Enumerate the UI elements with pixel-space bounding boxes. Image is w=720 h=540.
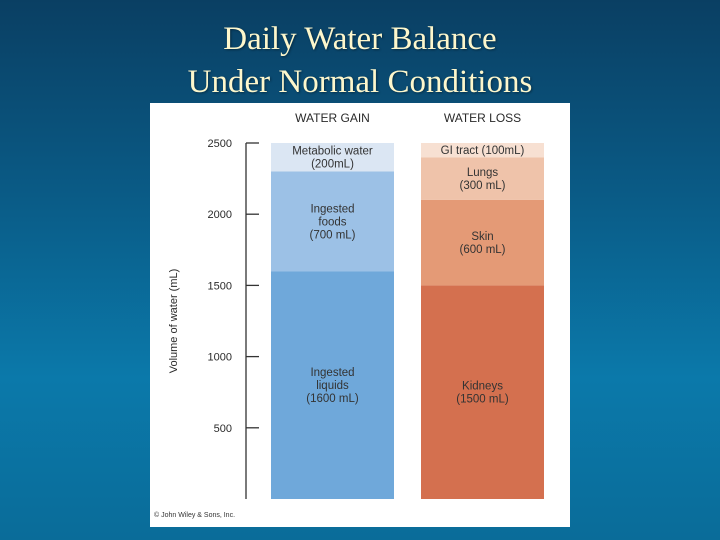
segment-label: Skin (600 mL)	[459, 231, 505, 256]
segment-label: GI tract (100mL)	[441, 145, 525, 157]
segment-label: Lungs (300 mL)	[459, 167, 505, 192]
y-tick-label: 1500	[208, 280, 232, 292]
column-header: WATER LOSS	[444, 111, 521, 125]
segment-label-line: Lungs	[467, 167, 499, 179]
stack-segment	[421, 285, 544, 499]
segment-label-line: Kidneys	[462, 381, 503, 393]
stack-segment	[271, 143, 394, 172]
water-balance-chart: 500 1000 1500 2000 2500 Volume of water (mL) W…	[154, 111, 544, 519]
segment-label: Ingested liquids (1600 mL)	[306, 367, 359, 405]
water-balance-figure: 500 1000 1500 2000 2500 Volume of water (mL) W…	[150, 103, 570, 527]
segment-label-line: GI tract (100mL)	[441, 145, 525, 157]
stack-segment	[421, 199, 544, 286]
y-tick-label: 500	[214, 423, 232, 435]
segment-label-line: (700 mL)	[309, 229, 355, 241]
y-axis-label: Volume of water (mL)	[168, 269, 180, 374]
y-tick-label: 2000	[208, 209, 232, 221]
segment-label-line: (1600 mL)	[306, 393, 359, 405]
segment-label: Ingested foods (700 mL)	[309, 203, 355, 241]
segment-label-line: (300 mL)	[459, 180, 505, 192]
copyright-credit: © John Wiley & Sons, Inc.	[154, 511, 235, 519]
stack-segment	[421, 143, 544, 158]
slide-title: Daily Water Balance Under Normal Conditi…	[0, 18, 720, 104]
segment-label-line: (600 mL)	[459, 244, 505, 256]
segment-label-line: (200mL)	[311, 159, 354, 171]
slide-title-line-2: Under Normal Conditions	[187, 64, 533, 100]
segment-label: Metabolic water (200mL)	[292, 146, 373, 171]
stack-segment	[271, 271, 394, 499]
segment-label-line: (1500 mL)	[456, 394, 509, 406]
segment-label-line: foods	[318, 216, 346, 228]
column-header: WATER GAIN	[295, 111, 370, 125]
segment-label-line: liquids	[316, 380, 349, 392]
stack-segment	[271, 171, 394, 272]
stack-segment	[421, 157, 544, 200]
segment-label-line: Metabolic water	[292, 146, 373, 158]
segment-label-line: Ingested	[310, 203, 354, 215]
slide-title-line-1: Daily Water Balance	[223, 21, 497, 57]
segment-label: Kidneys (1500 mL)	[456, 381, 509, 406]
y-tick-label: 1000	[208, 352, 232, 364]
segment-label-line: Ingested	[310, 367, 354, 379]
y-tick-label: 2500	[208, 138, 232, 150]
segment-label-line: Skin	[471, 231, 493, 243]
